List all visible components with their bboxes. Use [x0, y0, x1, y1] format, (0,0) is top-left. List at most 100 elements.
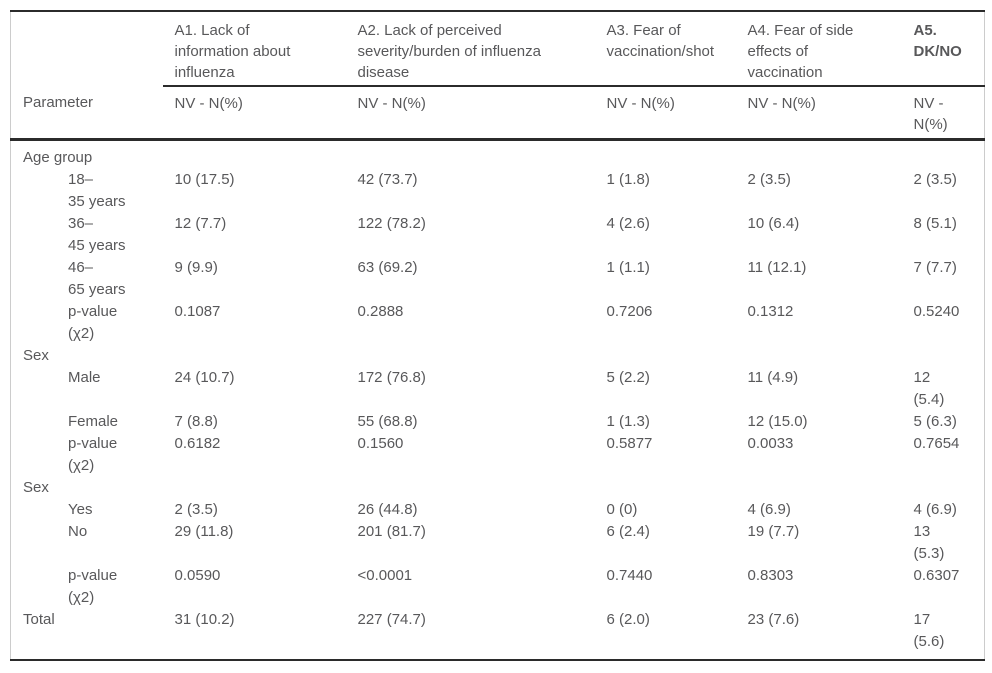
table-header: A1. Lack of information about influenza … [10, 11, 985, 141]
section-label: Age group [23, 149, 93, 166]
header-cell-a4: A4. Fear of side effects of vaccination [735, 11, 902, 87]
cell-value: 2 (3.5) [913, 171, 957, 188]
cell-value: 4 (6.9) [747, 501, 791, 518]
row-label: Yes [68, 501, 93, 518]
cell-value: 31 (10.2) [174, 611, 235, 628]
cell-value: 19 (7.7) [747, 523, 800, 540]
table-row-data: p-value (χ2) 0.6182 0.1560 0.5877 0.0033 0.76… [11, 433, 985, 477]
header-cell-empty [11, 11, 163, 86]
cell-value: 8 (5.1) [913, 215, 957, 232]
header-cell-a3: A3. Fear of vaccination/shot [594, 11, 736, 87]
row-label: 18– 35 years [68, 171, 126, 210]
table-row-data: 46– 65 years 9 (9.9) 63 (69.2) 1 (1.1) 11 (1… [11, 257, 985, 301]
cell-value: 9 (9.9) [174, 259, 218, 276]
row-label: p-value (χ2) [68, 303, 118, 342]
row-label: 36– 45 years [68, 215, 126, 254]
subheader-a3: NV - N(%) [594, 86, 736, 141]
header-row-subheaders: Parameter NV - N(%) NV - N(%) NV - N(%) … [10, 86, 985, 141]
table-row-total: Total 31 (10.2) 227 (74.7) 6 (2.0) 23 (7.6) 1… [11, 609, 985, 660]
section-label: Sex [23, 347, 49, 364]
cell-value: 0.7440 [606, 567, 653, 584]
table-row-data: Male 24 (10.7) 172 (76.8) 5 (2.2) 11 (4.9) 12… [11, 367, 985, 411]
row-label: p-value (χ2) [68, 567, 118, 606]
cell-value: 0.5240 [913, 303, 960, 320]
cell-value: 6 (2.4) [606, 523, 650, 540]
cell-value: 0.6307 [913, 567, 960, 584]
cell-value: 201 (81.7) [357, 523, 426, 540]
cell-value: 24 (10.7) [174, 369, 235, 386]
subheader-a4: NV - N(%) [735, 86, 902, 141]
header-row-titles: A1. Lack of information about influenza … [11, 11, 985, 87]
cell-value: 12 (7.7) [174, 215, 227, 232]
cell-value: 0.0590 [174, 567, 221, 584]
cell-value: 42 (73.7) [357, 171, 418, 188]
table-row-data: p-value (χ2) 0.0590 <0.0001 0.7440 0.8303 0.6… [11, 565, 985, 609]
cell-value: 0.7206 [606, 303, 653, 320]
parameter-header: Parameter [10, 86, 163, 141]
subheader-a5: NV - N(%) [901, 86, 985, 141]
cell-value: 5 (6.3) [913, 413, 957, 430]
cell-value: 17 (5.6) [913, 611, 945, 650]
cell-value: 2 (3.5) [174, 501, 218, 518]
header-cell-a1: A1. Lack of information about influenza [162, 11, 346, 87]
table-row-data: 18– 35 years 10 (17.5) 42 (73.7) 1 (1.8) 2 (… [11, 169, 985, 213]
cell-value: 122 (78.2) [357, 215, 426, 232]
table-row-data: 36– 45 years 12 (7.7) 122 (78.2) 4 (2.6) 10 … [11, 213, 985, 257]
cell-value: 4 (2.6) [606, 215, 650, 232]
cell-value: 6 (2.0) [606, 611, 650, 628]
cell-value: 0.1087 [174, 303, 221, 320]
cell-value: 11 (12.1) [747, 259, 807, 276]
cell-value: 1 (1.8) [606, 171, 650, 188]
cell-value: 26 (44.8) [357, 501, 418, 518]
cell-value: 1 (1.3) [606, 413, 650, 430]
cell-value: 55 (68.8) [357, 413, 418, 430]
cell-value: 0.1560 [357, 435, 404, 452]
row-label: Female [68, 413, 119, 430]
cell-value: 12 (5.4) [913, 369, 945, 408]
cell-value: 0.8303 [747, 567, 794, 584]
subheader-a1: NV - N(%) [162, 86, 346, 141]
table-row-data: Yes 2 (3.5) 26 (44.8) 0 (0) 4 (6.9) 4 (6.9) [11, 499, 985, 521]
cell-value: 0.0033 [747, 435, 794, 452]
row-label: Total [23, 611, 55, 628]
cell-value: 10 (17.5) [174, 171, 235, 188]
cell-value: 7 (7.7) [913, 259, 957, 276]
non-vaccination-reasons-table: A1. Lack of information about influenza … [10, 10, 985, 661]
cell-value: 2 (3.5) [747, 171, 791, 188]
row-label: 46– 65 years [68, 259, 126, 298]
section-label: Sex [23, 479, 49, 496]
cell-value: 5 (2.2) [606, 369, 650, 386]
row-label: Male [68, 369, 101, 386]
cell-value: 29 (11.8) [174, 523, 234, 540]
cell-value: 172 (76.8) [357, 369, 426, 386]
cell-value: 0.1312 [747, 303, 794, 320]
subheader-a2: NV - N(%) [345, 86, 595, 141]
cell-value: 4 (6.9) [913, 501, 957, 518]
table-row-section: Sex [11, 345, 985, 367]
cell-value: 12 (15.0) [747, 413, 808, 430]
table-row-section: Sex [11, 477, 985, 499]
table-row-data: Female 7 (8.8) 55 (68.8) 1 (1.3) 12 (15.0) 5 … [11, 411, 985, 433]
row-label: p-value (χ2) [68, 435, 118, 474]
header-cell-a2: A2. Lack of perceived severity/burden of… [345, 11, 595, 87]
cell-value: 63 (69.2) [357, 259, 418, 276]
cell-value: 0 (0) [606, 501, 638, 518]
table-row-data: No 29 (11.8) 201 (81.7) 6 (2.4) 19 (7.7) 13 (… [11, 521, 985, 565]
cell-value: 13 (5.3) [913, 523, 945, 562]
table-row-section: Age group [11, 140, 985, 170]
cell-value: 10 (6.4) [747, 215, 800, 232]
cell-value: 0.5877 [606, 435, 653, 452]
cell-value: <0.0001 [357, 567, 413, 584]
cell-value: 7 (8.8) [174, 413, 218, 430]
cell-value: 11 (4.9) [747, 369, 799, 386]
table-body: Age group 18– 35 years 10 (17.5) 42 (73.7) 1… [11, 140, 985, 661]
cell-value: 0.2888 [357, 303, 404, 320]
header-cell-a5: A5. DK/NO [901, 11, 985, 87]
cell-value: 0.7654 [913, 435, 960, 452]
row-label: No [68, 523, 88, 540]
cell-value: 227 (74.7) [357, 611, 426, 628]
cell-value: 23 (7.6) [747, 611, 800, 628]
cell-value: 1 (1.1) [606, 259, 650, 276]
cell-value: 0.6182 [174, 435, 221, 452]
